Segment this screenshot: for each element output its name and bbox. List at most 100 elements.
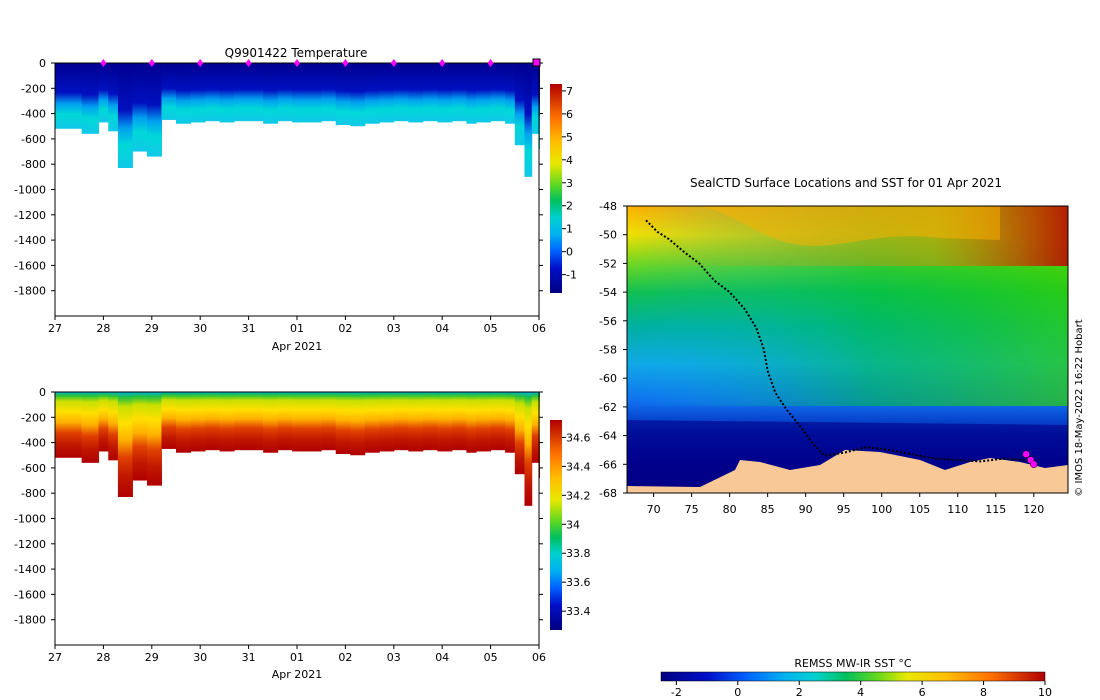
map-x-tick-label: 80 (723, 503, 737, 516)
surface-marker (487, 59, 494, 67)
surface-markers (100, 58, 541, 67)
sst-map-panel: SealCTD Surface Locations and SST for 01… (599, 176, 1085, 699)
map-y-tick-label: -54 (599, 286, 617, 299)
sst-colorbar-tick-label: 2 (796, 686, 803, 699)
profile-column (451, 63, 467, 122)
x-tick-label: 28 (96, 322, 110, 335)
map-y-tick-label: -68 (599, 487, 617, 500)
y-tick-label: -1400 (14, 563, 46, 576)
profile-column (476, 392, 492, 452)
profile-column (350, 63, 366, 127)
map-y-tick-label: -60 (599, 372, 617, 385)
x-tick-label: 27 (48, 651, 62, 664)
profile-column (81, 392, 100, 463)
profile-column (219, 63, 235, 123)
colorbar-tick-label: 33.4 (566, 605, 591, 618)
map-x-tick-label: 70 (647, 503, 661, 516)
map-y-tick-label: -50 (599, 229, 617, 242)
map-x-tick-label: 110 (947, 503, 968, 516)
y-tick-label: -1200 (14, 209, 46, 222)
profile-column (117, 392, 133, 497)
salinity-heatmap (55, 392, 540, 506)
colorbar-tick-label: 34.6 (566, 431, 591, 444)
x-tick-label: 06 (532, 322, 546, 335)
x-tick-label: 27 (48, 322, 62, 335)
profile-column (335, 392, 351, 454)
profile-column (98, 392, 109, 452)
sst-colorbar-ticks: -2 0 2 4 6 8 10 (671, 681, 1052, 699)
map-x-tick-label: 85 (761, 503, 775, 516)
sst-colorbar-tick-label: 8 (980, 686, 987, 699)
colorbar-tick-label: 34.2 (566, 489, 591, 502)
profile-column (422, 63, 438, 122)
profile-column (393, 392, 409, 451)
profile-column (132, 63, 148, 152)
profile-column (161, 392, 177, 449)
profile-column (248, 63, 264, 122)
profile-column (524, 392, 533, 506)
profile-column (219, 392, 235, 452)
x-tick-label: 28 (96, 651, 110, 664)
profile-column (98, 63, 109, 123)
temperature-title: Q9901422 Temperature (225, 46, 368, 60)
location-marker (1022, 450, 1030, 459)
profile-column (379, 392, 395, 452)
profile-column (81, 63, 100, 134)
map-y-tick-label: -58 (599, 344, 617, 357)
colorbar-tick-label: 34 (566, 518, 580, 531)
current-position-marker (532, 58, 541, 67)
surface-marker (148, 59, 155, 67)
profile-column (248, 392, 264, 451)
y-tick-label: -800 (21, 158, 46, 171)
y-tick-label: 0 (39, 57, 46, 70)
profile-column (161, 63, 177, 120)
x-tick-label: 01 (290, 322, 304, 335)
sst-colorbar-tick-label: 4 (857, 686, 864, 699)
x-tick-label: 05 (484, 322, 498, 335)
profile-column (234, 392, 250, 451)
profile-column (306, 63, 322, 123)
profile-column (364, 63, 380, 124)
profile-column (531, 392, 540, 463)
colorbar-tick-label: 6 (566, 108, 573, 121)
salinity-colorbar-ticks: 33.4 33.6 33.8 34 34.2 34.4 34.6 (562, 431, 591, 618)
profile-column (190, 392, 206, 452)
map-x-tick-label: 90 (799, 503, 813, 516)
sst-warm-tongue (700, 206, 1000, 246)
x-tick-label: 06 (532, 651, 546, 664)
x-tick-label: 02 (338, 651, 352, 664)
profile-column (393, 63, 409, 122)
profile-column (514, 63, 525, 146)
colorbar-tick-label: 0 (566, 246, 573, 259)
profile-column (55, 63, 83, 129)
profile-column (234, 63, 250, 122)
profile-column (408, 63, 424, 123)
temperature-xlabel: Apr 2021 (272, 340, 323, 353)
profile-column (146, 392, 162, 486)
y-tick-label: -400 (21, 437, 46, 450)
map-title: SealCTD Surface Locations and SST for 01… (690, 176, 1002, 190)
x-tick-label: 04 (435, 651, 449, 664)
salinity-x-axis: 27 28 29 30 31 01 02 03 04 05 06 (48, 645, 546, 664)
profile-column (176, 63, 192, 124)
colorbar-tick-label: 34.4 (566, 460, 591, 473)
surface-marker (197, 59, 204, 67)
y-tick-label: -1800 (14, 614, 46, 627)
salinity-panel: 0 -200 -400 -600 -800 -1000 -1200 -1400 -1600 -18… (14, 386, 590, 681)
surface-marker (342, 59, 349, 67)
temperature-colorbar-ticks: -1 0 1 2 3 4 5 6 7 (562, 85, 577, 282)
profile-column (205, 63, 221, 122)
surface-marker (245, 59, 252, 67)
y-tick-label: -1400 (14, 234, 46, 247)
sst-colorbar (660, 671, 1046, 682)
y-tick-label: -200 (21, 82, 46, 95)
colorbar-tick-label: 4 (566, 154, 573, 167)
profile-column (190, 63, 206, 123)
colorbar-tick-label: 1 (566, 223, 573, 236)
map-x-tick-label: 115 (985, 503, 1006, 516)
profile-column (350, 392, 366, 456)
y-tick-label: -1600 (14, 259, 46, 272)
x-tick-label: 01 (290, 651, 304, 664)
profile-column (108, 392, 119, 461)
surface-marker (390, 59, 397, 67)
